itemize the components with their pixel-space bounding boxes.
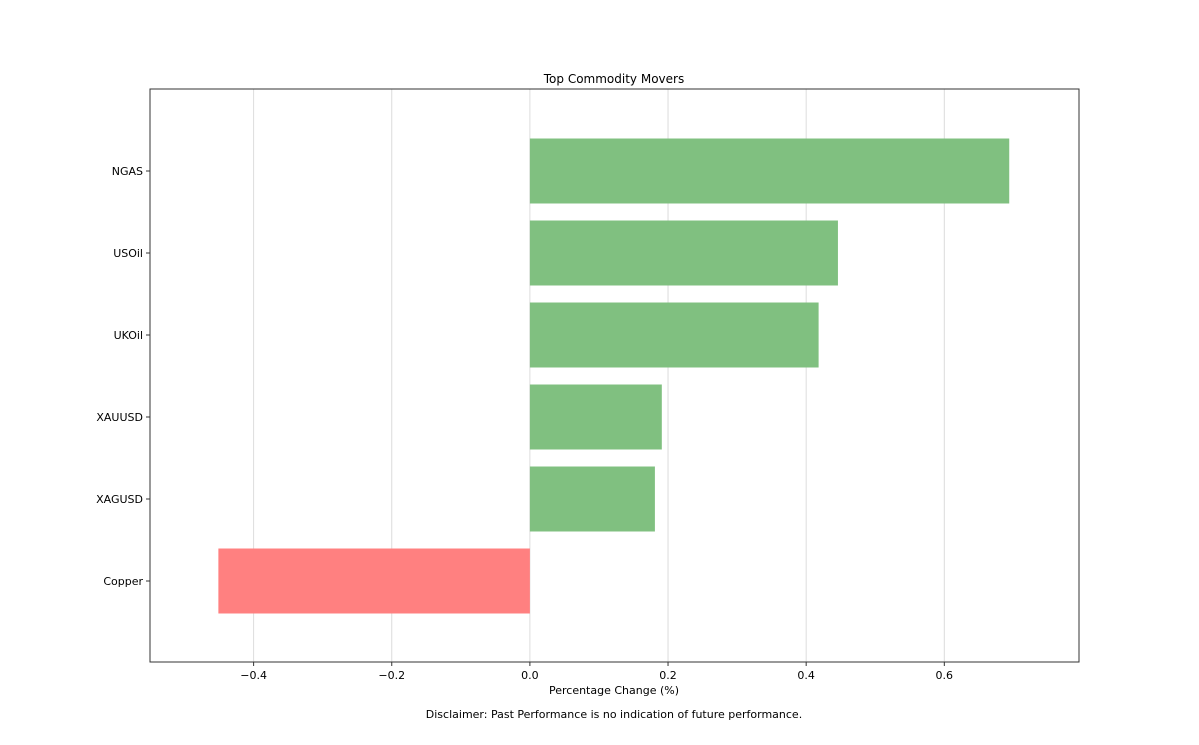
- x-tick-label: −0.4: [240, 669, 267, 682]
- y-tick-label: UKOil: [114, 329, 143, 342]
- y-tick-label: Copper: [103, 575, 143, 588]
- x-tick-label: −0.2: [378, 669, 405, 682]
- x-axis-label: Percentage Change (%): [549, 684, 679, 697]
- y-tick-label: USOil: [113, 247, 143, 260]
- chart-title: Top Commodity Movers: [543, 72, 684, 86]
- y-tick-label: XAGUSD: [96, 493, 143, 506]
- plot-frame: [149, 88, 1080, 663]
- bar-ngas: [529, 138, 1010, 204]
- y-tick-label: NGAS: [112, 165, 143, 178]
- bar-xagusd: [529, 466, 655, 532]
- x-tick-label: 0.6: [936, 669, 954, 682]
- x-tick-label: 0.4: [797, 669, 815, 682]
- bars-layer: [218, 138, 1010, 614]
- x-axis: −0.4 −0.2 0.0 0.2 0.4 0.6: [240, 662, 953, 682]
- bar-ukoil: [529, 302, 819, 368]
- bar-usoil: [529, 220, 838, 286]
- y-axis: NGAS USOil UKOil XAUUSD XAGUSD Copper: [96, 165, 150, 588]
- bar-copper: [218, 548, 530, 614]
- x-tick-label: 0.2: [659, 669, 677, 682]
- x-tick-label: 0.0: [521, 669, 539, 682]
- disclaimer-text: Disclaimer: Past Performance is no indic…: [426, 708, 802, 721]
- bar-xauusd: [529, 384, 662, 450]
- y-tick-label: XAUUSD: [96, 411, 143, 424]
